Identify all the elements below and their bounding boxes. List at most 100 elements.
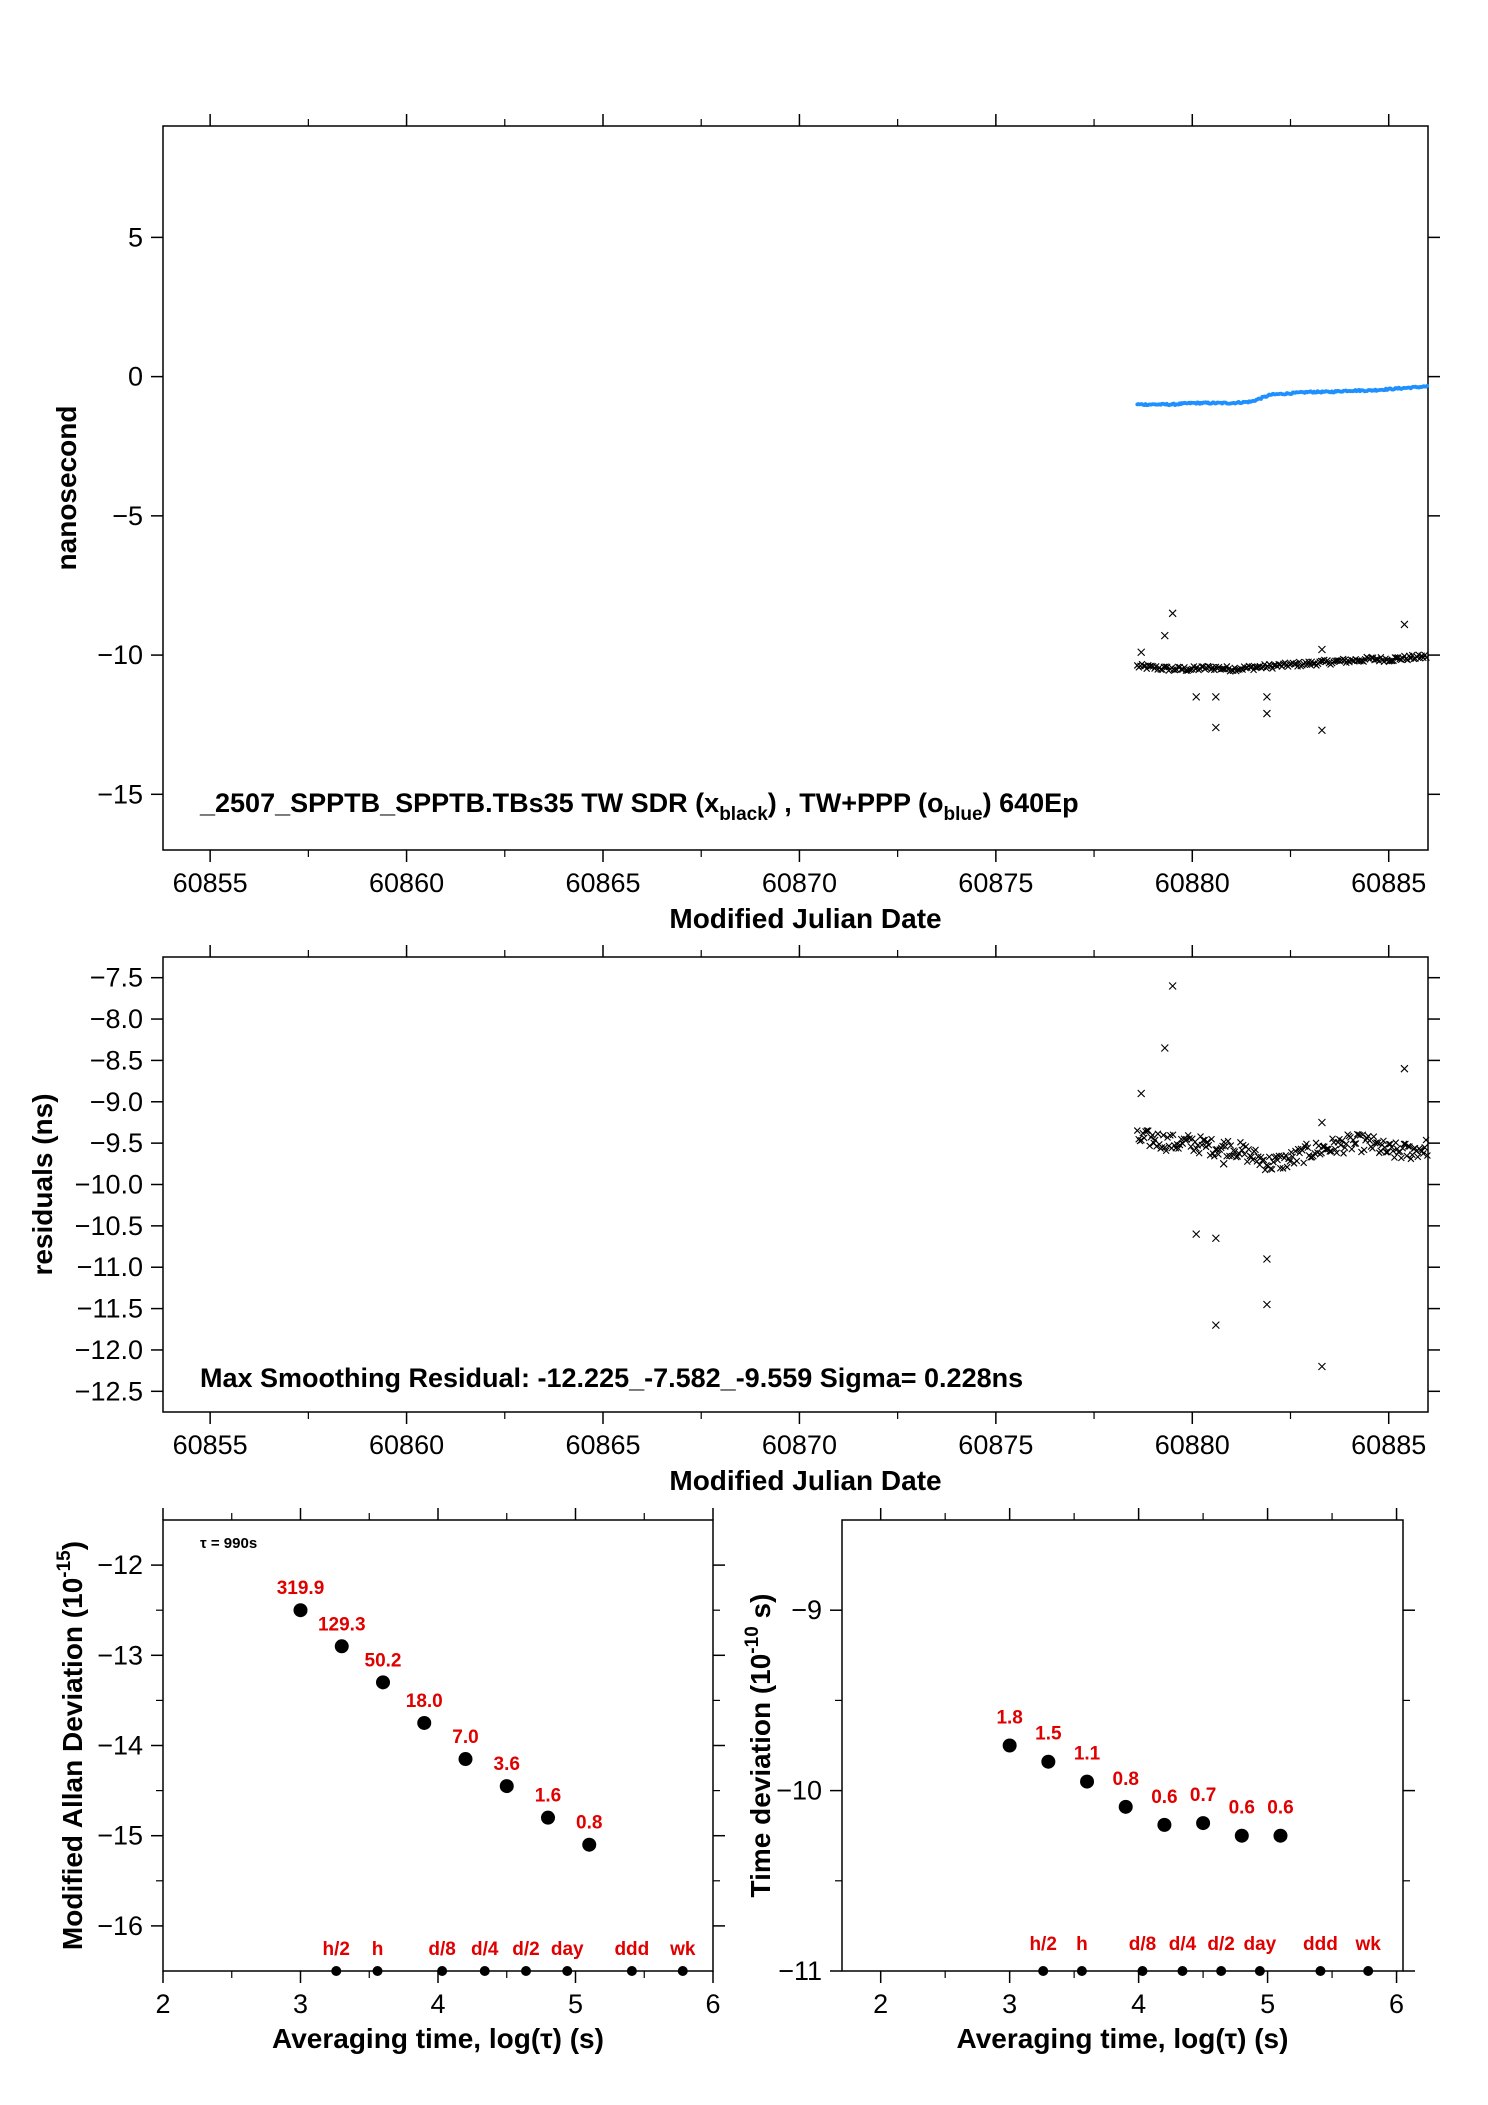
data-point bbox=[1263, 709, 1271, 718]
data-point bbox=[1160, 1131, 1167, 1139]
time-marker bbox=[479, 1966, 490, 1976]
x-tick-label: 6 bbox=[705, 1989, 720, 2019]
data-point bbox=[1348, 1145, 1356, 1153]
time-marker bbox=[677, 1966, 688, 1976]
data-point bbox=[1140, 1134, 1148, 1142]
data-label: 319.9 bbox=[277, 1578, 325, 1599]
data-label: 7.0 bbox=[452, 1727, 478, 1748]
y-tick-label: −15 bbox=[97, 1821, 143, 1851]
data-point bbox=[1118, 1799, 1133, 1814]
time-marker-label: d/2 bbox=[1207, 1934, 1234, 1955]
data-point bbox=[1419, 1150, 1427, 1157]
data-point bbox=[1304, 1144, 1312, 1151]
y-axis-label: Time deviation (10-10 s) bbox=[742, 1594, 776, 1898]
time-marker bbox=[562, 1966, 573, 1976]
data-point bbox=[1389, 1147, 1397, 1155]
data-point bbox=[1279, 1165, 1287, 1172]
data-point bbox=[1342, 1140, 1350, 1148]
data-point bbox=[1211, 1321, 1220, 1330]
data-point bbox=[1172, 1144, 1180, 1152]
data-point bbox=[1421, 1144, 1429, 1151]
data-point bbox=[1414, 1153, 1422, 1161]
data-point bbox=[1168, 609, 1177, 618]
data-point bbox=[1382, 1148, 1390, 1156]
series-1 bbox=[1133, 651, 1430, 675]
data-point bbox=[582, 1837, 597, 1852]
y-tick-label: −12.0 bbox=[75, 1335, 143, 1365]
x-tick-label: 60855 bbox=[173, 868, 248, 898]
data-point bbox=[458, 1752, 473, 1767]
x-tick-label: 60855 bbox=[173, 1430, 248, 1460]
x-tick-label: 60875 bbox=[958, 868, 1033, 898]
y-tick-label: −10.0 bbox=[75, 1170, 143, 1200]
data-point bbox=[1228, 1152, 1236, 1160]
data-point bbox=[1263, 1300, 1271, 1309]
data-point bbox=[1287, 1148, 1295, 1156]
y-tick-label: −5 bbox=[112, 501, 143, 531]
data-point bbox=[1219, 1159, 1228, 1168]
plot-frame bbox=[841, 1519, 1404, 1972]
data-point bbox=[1211, 723, 1220, 732]
data-point bbox=[1404, 1142, 1412, 1150]
x-tick-label: 60870 bbox=[762, 868, 837, 898]
time-marker-label: ddd bbox=[614, 1939, 649, 1960]
y-axis-label: nanosecond bbox=[51, 406, 82, 571]
data-point bbox=[1218, 665, 1226, 673]
x-axis-label: Averaging time, log(τ) (s) bbox=[272, 2023, 604, 2054]
data-point bbox=[1154, 1130, 1162, 1138]
time-marker bbox=[1038, 1966, 1049, 1976]
data-point bbox=[417, 1715, 432, 1730]
time-marker-label: ddd bbox=[1303, 1934, 1338, 1955]
data-point bbox=[1338, 1137, 1346, 1145]
annotation: Max Smoothing Residual: -12.225_-7.582_-… bbox=[200, 1363, 1023, 1393]
chart-3: 2 3 4 5 6 −12 −13 −14 −15 −16 Averaging time, log(… bbox=[54, 1508, 725, 2054]
data-label: 50.2 bbox=[365, 1650, 402, 1671]
series-2 bbox=[1137, 982, 1409, 1371]
data-point bbox=[1158, 1144, 1166, 1151]
y-tick-label: 0 bbox=[128, 362, 143, 392]
data-point bbox=[1331, 1145, 1339, 1153]
x-tick-label: 3 bbox=[1002, 1989, 1017, 2019]
data-point bbox=[1221, 1143, 1229, 1151]
series-1 bbox=[1133, 1127, 1431, 1174]
time-marker bbox=[1076, 1966, 1087, 1976]
y-tick-label: −7.5 bbox=[90, 963, 143, 993]
data-point bbox=[1352, 1140, 1360, 1147]
y-tick-label: −11 bbox=[778, 1956, 822, 1986]
data-point bbox=[1298, 1146, 1306, 1154]
data-label: 0.6 bbox=[1229, 1798, 1255, 1819]
data-point bbox=[1268, 1165, 1276, 1173]
data-point bbox=[1364, 1132, 1372, 1140]
data-point bbox=[1300, 1159, 1308, 1167]
annotation-part: ) 640Ep bbox=[983, 788, 1079, 818]
data-point bbox=[1293, 1157, 1301, 1165]
data-point bbox=[1260, 1156, 1268, 1164]
x-tick-label: 4 bbox=[1131, 1989, 1146, 2019]
y-tick-label: −12 bbox=[97, 1550, 143, 1580]
data-point bbox=[1249, 1156, 1257, 1164]
data-point bbox=[1400, 1140, 1408, 1148]
data-point bbox=[1424, 1152, 1431, 1159]
x-tick-label: 60865 bbox=[565, 1430, 640, 1460]
data-point bbox=[1380, 1137, 1387, 1145]
data-label: 3.6 bbox=[494, 1754, 520, 1775]
plot-frame bbox=[162, 1519, 714, 1972]
data-point bbox=[1303, 1140, 1310, 1148]
y-tick-label: −9.0 bbox=[90, 1087, 143, 1117]
data-point bbox=[1425, 383, 1430, 388]
data-point bbox=[1205, 1141, 1213, 1149]
y-tick-label: 5 bbox=[128, 222, 143, 252]
x-axis-label: Modified Julian Date bbox=[669, 1465, 941, 1496]
data-point bbox=[1294, 1145, 1302, 1153]
data-point bbox=[499, 1779, 514, 1794]
data-point bbox=[1403, 1152, 1411, 1160]
data-point bbox=[1170, 666, 1177, 674]
time-marker bbox=[1315, 1966, 1326, 1976]
data-point bbox=[1318, 1362, 1326, 1371]
series-2 bbox=[1137, 609, 1409, 735]
data-point bbox=[1369, 1144, 1376, 1152]
data-point bbox=[1286, 1157, 1294, 1165]
data-point bbox=[1157, 1817, 1172, 1832]
x-tick-label: 60885 bbox=[1351, 1430, 1426, 1460]
